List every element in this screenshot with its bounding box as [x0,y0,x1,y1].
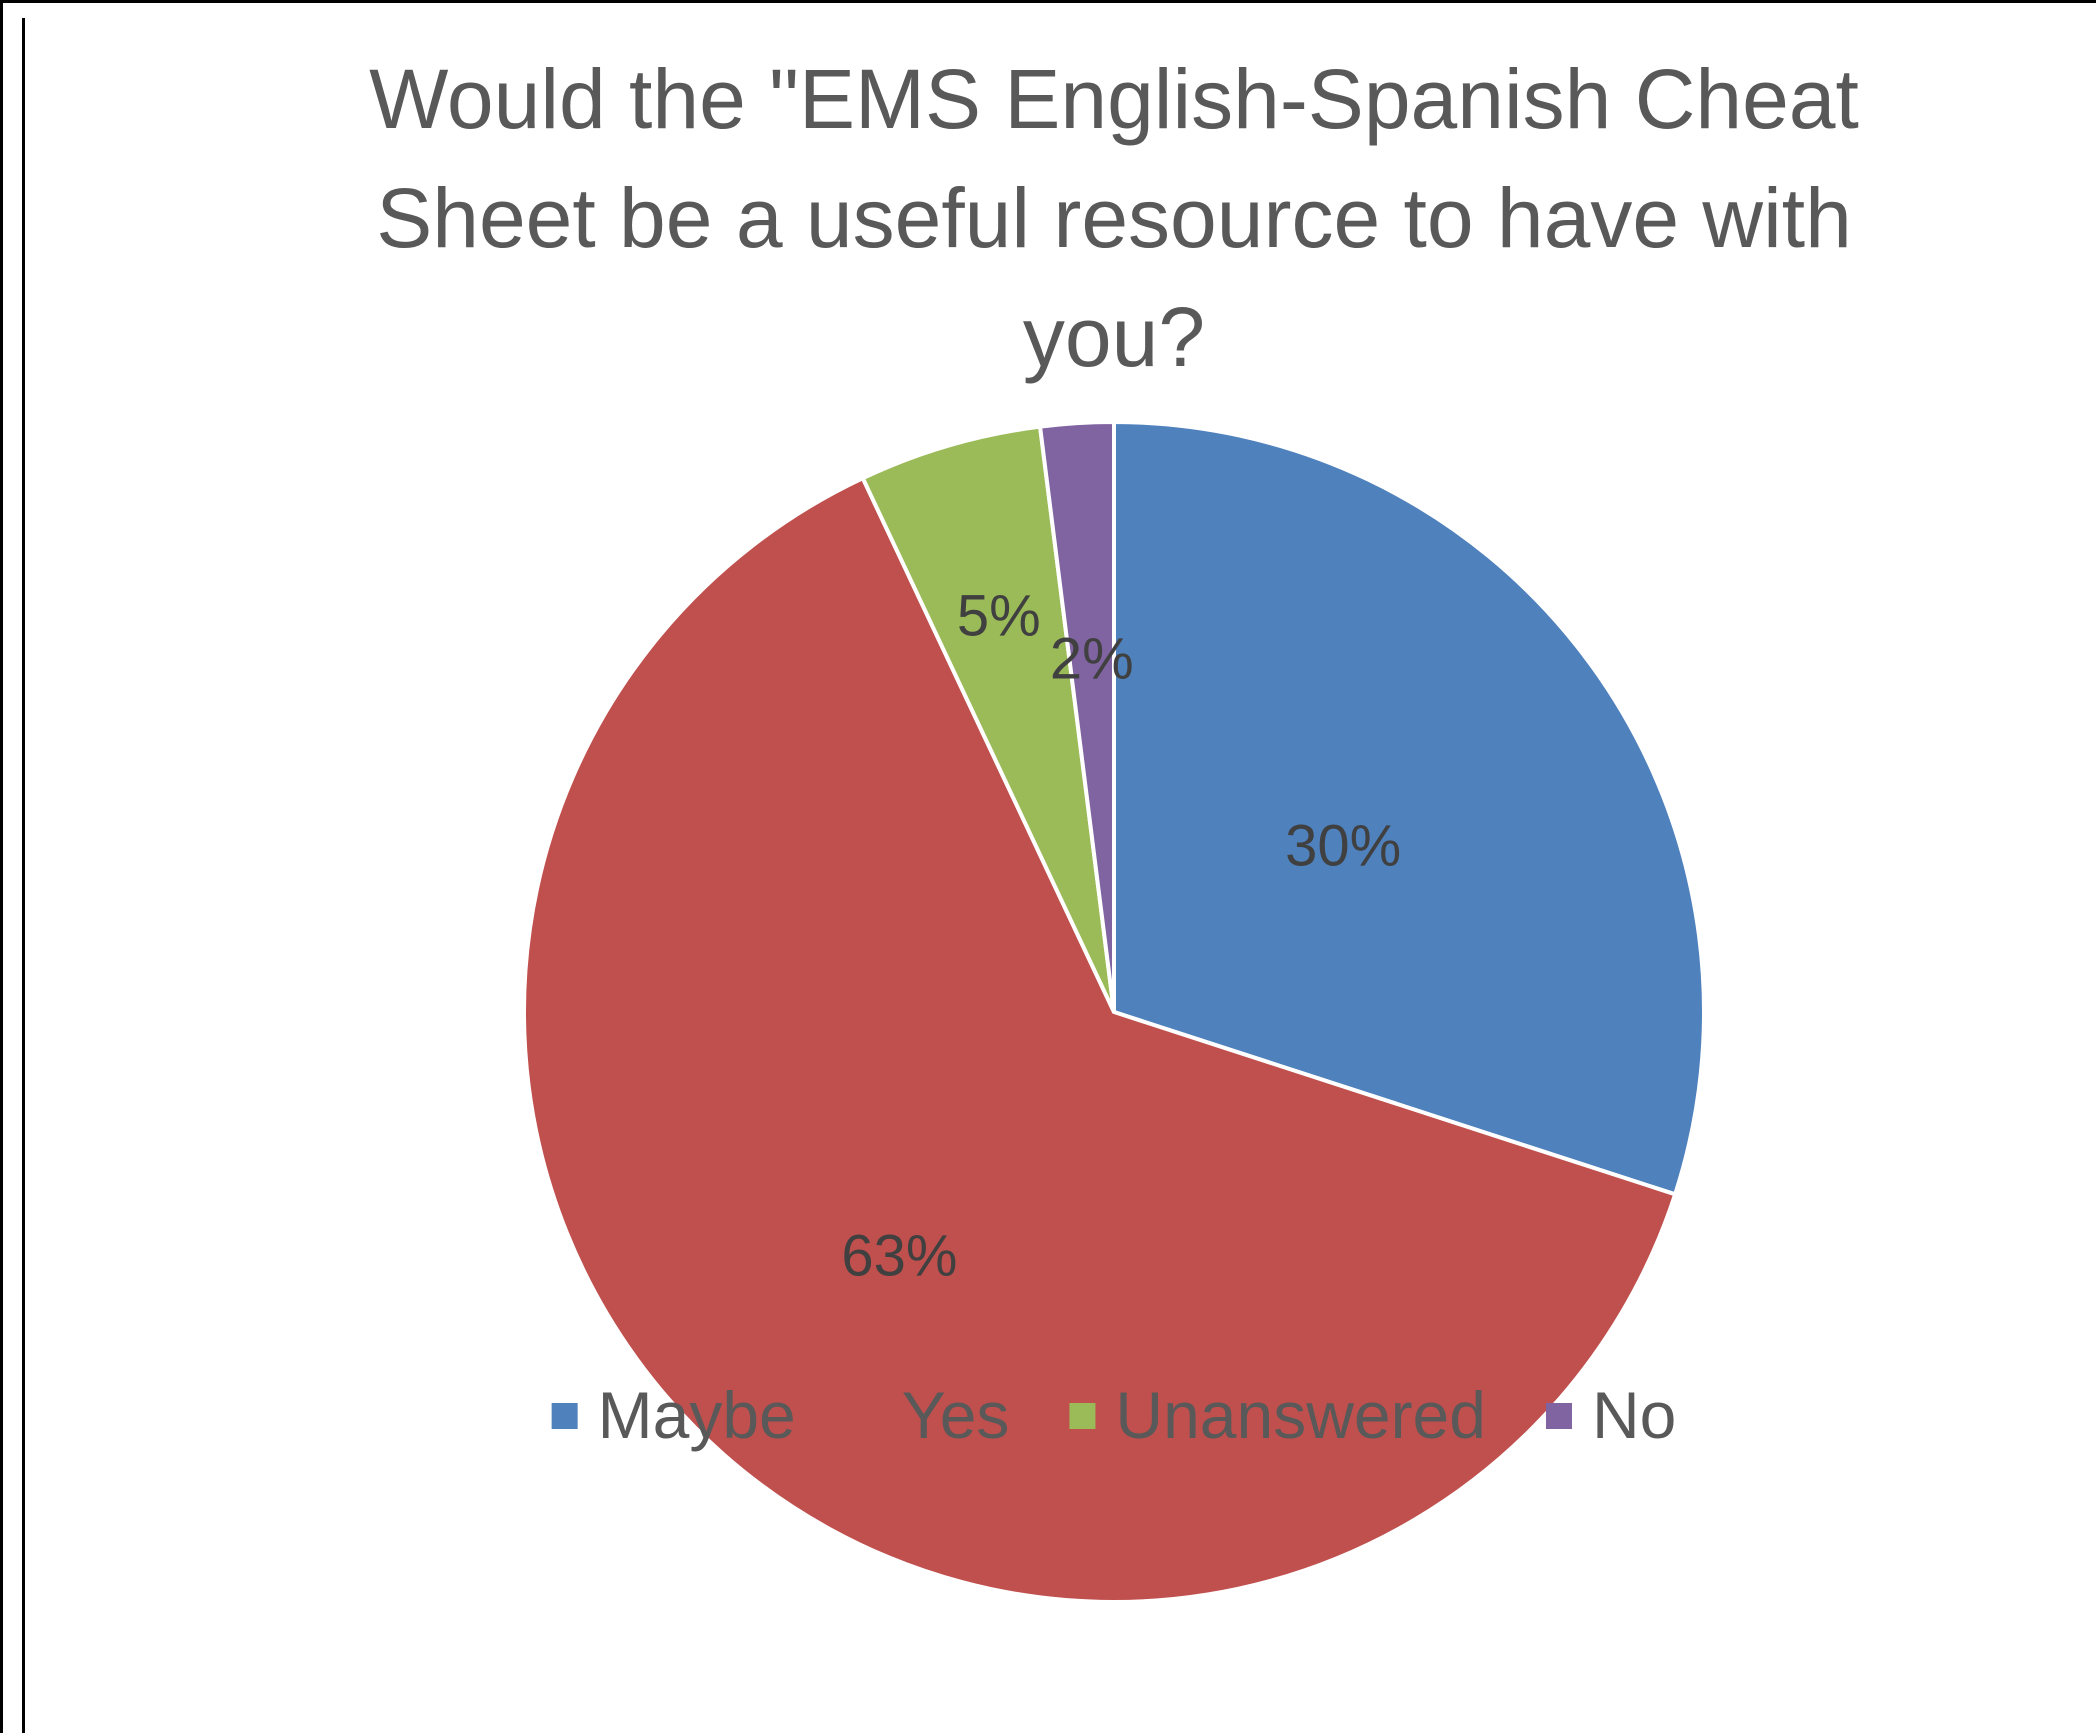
legend-item-unanswered: Unanswered [1069,1378,1486,1452]
chart-title-line-3: you? [1023,290,1205,384]
left-inner-border-line [22,18,25,1733]
data-label-yes: 63% [841,1223,957,1288]
legend-swatch-no [1545,1403,1572,1429]
legend-label-unanswered: Unanswered [1115,1378,1486,1452]
pie-slice-unanswered [860,424,1116,1013]
chart-legend: Maybe Yes Unanswered No [551,1378,1676,1452]
legend-swatch-maybe [551,1403,578,1429]
pie-data-labels: 30% 63% 5%2% [841,583,1401,1288]
pie-slice-yes [522,475,1678,1604]
legend-label-no: No [1592,1378,1676,1452]
chart-title-line-2: Sheet be a useful resource to have with [376,171,1852,265]
data-label-no: 2% [1050,627,1134,692]
legend-item-no: No [1545,1378,1676,1452]
chart-title: Would the "EMS English-Spanish Cheat She… [369,52,1859,384]
legend-swatch-unanswered [1069,1403,1096,1429]
pie-slice-no [1037,419,1116,1013]
data-label-unanswered: 5% [957,583,1041,648]
pie-slice-maybe [1112,419,1706,1197]
left-border-line [0,0,3,1733]
pie-slices [522,419,1706,1604]
chart-title-line-1: Would the "EMS English-Spanish Cheat [369,52,1859,146]
data-label-maybe: 30% [1285,814,1401,879]
legend-label-yes: Yes [902,1378,1010,1452]
legend-item-maybe: Maybe [551,1378,796,1452]
legend-item-yes: Yes [855,1378,1010,1452]
legend-swatch-yes [855,1403,882,1429]
legend-label-maybe: Maybe [598,1378,796,1452]
